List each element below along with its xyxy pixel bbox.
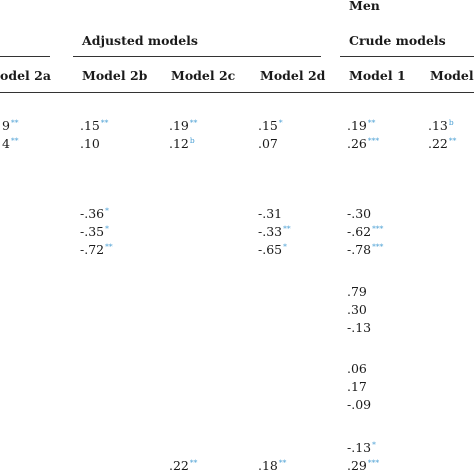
- significance-marker: *: [278, 117, 283, 127]
- cell-r10-model-1: .17: [347, 379, 367, 394]
- cell-r13-model-2c: .22**: [169, 457, 198, 473]
- cell-r13-model-2d: .18**: [258, 457, 287, 473]
- group-header-adjusted: Adjusted models: [82, 33, 198, 48]
- significance-marker: **: [448, 135, 457, 145]
- cell-r13-model-1: .29***: [347, 457, 380, 473]
- rule-header-bottom: [0, 92, 474, 93]
- significance-marker: *: [105, 205, 109, 215]
- cell-r8-model-1: -.13: [347, 320, 372, 335]
- col-header-model-partial: Model: [430, 68, 474, 83]
- cell-r2-model-2c: .12b: [169, 135, 195, 151]
- cell-r2-model-2d: .07: [258, 136, 278, 151]
- col-header-model-2d: Model 2d: [260, 68, 326, 83]
- cell-r1-model-2a: 9**: [2, 117, 19, 133]
- cell-r2-model-2b: .10: [80, 136, 100, 151]
- cell-r2-model-partial: .22**: [428, 135, 457, 151]
- significance-marker: ***: [367, 135, 380, 145]
- group-header-crude: Crude models: [349, 33, 446, 48]
- cell-r9-model-1: .06: [347, 361, 367, 376]
- significance-marker: ***: [367, 457, 380, 467]
- cell-r7-model-1: .30: [347, 302, 367, 317]
- cell-r2-model-1: .26***: [347, 135, 380, 151]
- cell-r3-model-1: -.30: [347, 206, 372, 221]
- rule-adjusted: [73, 56, 321, 57]
- col-header-model-2b: Model 2b: [82, 68, 148, 83]
- cell-r3-model-2d: -.31: [258, 206, 283, 221]
- significance-marker: ***: [372, 241, 384, 251]
- cell-r4-model-2b: -.35*: [80, 223, 109, 239]
- cell-r1-model-2d: .15*: [258, 117, 283, 133]
- col-header-model-1: Model 1: [349, 68, 406, 83]
- cell-r1-model-1: .19**: [347, 117, 376, 133]
- cell-r1-model-2b: .15**: [80, 117, 109, 133]
- cell-r4-model-2d: -.33**: [258, 223, 291, 239]
- cell-r5-model-2b: -.72**: [80, 241, 113, 257]
- significance-marker: *: [372, 439, 376, 449]
- significance-marker: **: [367, 117, 376, 127]
- cell-r2-model-2a: 4**: [2, 135, 19, 151]
- rule-crude: [340, 56, 474, 57]
- significance-marker: **: [189, 117, 198, 127]
- significance-marker: **: [10, 117, 19, 127]
- rule-top-left: [0, 19, 474, 20]
- cell-r6-model-1: .79: [347, 284, 367, 299]
- cell-r1-model-partial: .13b: [428, 117, 454, 133]
- rule-left-stub: [0, 56, 50, 57]
- significance-marker: b: [189, 135, 195, 145]
- significance-marker: ***: [372, 223, 384, 233]
- significance-marker: **: [283, 223, 291, 233]
- cell-r1-model-2c: .19**: [169, 117, 198, 133]
- col-header-model-2c: Model 2c: [171, 68, 236, 83]
- cell-r3-model-2b: -.36*: [80, 205, 109, 221]
- cell-r12-model-1: -.13*: [347, 439, 376, 455]
- col-header-model-2a: odel 2a: [0, 68, 51, 83]
- cell-r5-model-2d: -.65*: [258, 241, 287, 257]
- significance-marker: **: [105, 241, 113, 251]
- significance-marker: **: [278, 457, 287, 467]
- significance-marker: *: [105, 223, 109, 233]
- significance-marker: b: [448, 117, 454, 127]
- cell-r4-model-1: -.62***: [347, 223, 384, 239]
- cell-r11-model-1: -.09: [347, 397, 372, 412]
- significance-marker: **: [189, 457, 198, 467]
- group-header-men: Men: [349, 0, 380, 13]
- cell-r5-model-1: -.78***: [347, 241, 384, 257]
- significance-marker: **: [10, 135, 19, 145]
- significance-marker: **: [100, 117, 109, 127]
- significance-marker: *: [283, 241, 287, 251]
